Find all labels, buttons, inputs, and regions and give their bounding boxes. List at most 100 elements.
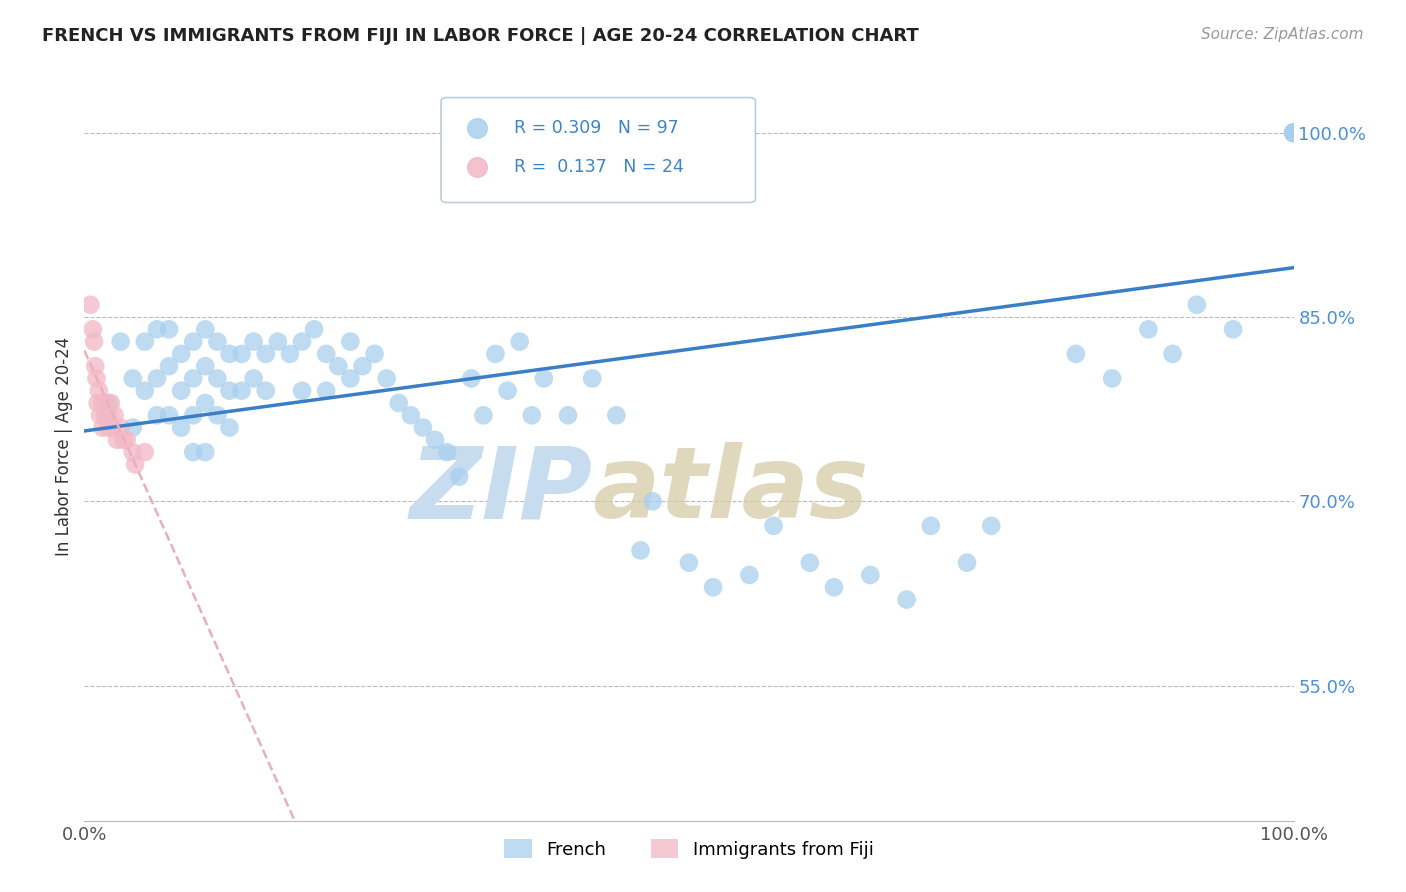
Point <box>146 409 169 423</box>
Point <box>1282 126 1305 140</box>
Point <box>94 409 117 423</box>
Point <box>352 359 374 373</box>
Point <box>423 433 446 447</box>
Point <box>124 458 146 472</box>
Point <box>449 469 471 483</box>
Point <box>134 334 156 349</box>
Point <box>254 347 277 361</box>
Point <box>83 334 105 349</box>
Point <box>146 322 169 336</box>
Point <box>896 592 918 607</box>
Point <box>399 409 422 423</box>
Point <box>267 334 290 349</box>
Point <box>436 445 458 459</box>
Point <box>956 556 979 570</box>
Point <box>1282 126 1305 140</box>
Point <box>678 556 700 570</box>
Point <box>231 347 253 361</box>
Point <box>1282 126 1305 140</box>
Point <box>112 433 135 447</box>
Point <box>121 420 143 434</box>
Point <box>218 347 240 361</box>
Point <box>231 384 253 398</box>
Point <box>87 384 110 398</box>
Point <box>1101 371 1123 385</box>
Point <box>412 420 434 434</box>
Point <box>181 409 204 423</box>
Point <box>1282 126 1305 140</box>
Point <box>242 371 264 385</box>
Point <box>170 384 193 398</box>
Point <box>254 384 277 398</box>
Point <box>157 322 180 336</box>
Point <box>496 384 519 398</box>
Point <box>920 519 942 533</box>
Point <box>157 409 180 423</box>
Point <box>605 409 627 423</box>
Point <box>105 433 128 447</box>
Text: FRENCH VS IMMIGRANTS FROM FIJI IN LABOR FORCE | AGE 20-24 CORRELATION CHART: FRENCH VS IMMIGRANTS FROM FIJI IN LABOR … <box>42 27 920 45</box>
Point <box>557 409 579 423</box>
Point <box>181 371 204 385</box>
FancyBboxPatch shape <box>441 97 755 202</box>
Point <box>375 371 398 385</box>
Point <box>82 322 104 336</box>
Point <box>630 543 652 558</box>
Point <box>1282 126 1305 140</box>
Point <box>859 568 882 582</box>
Point <box>101 420 124 434</box>
Point <box>328 359 350 373</box>
Point <box>1282 126 1305 140</box>
Point <box>104 409 127 423</box>
Point <box>194 322 217 336</box>
Point <box>509 334 531 349</box>
Point <box>94 396 117 410</box>
Point <box>641 494 664 508</box>
Point <box>121 445 143 459</box>
Point <box>460 371 482 385</box>
Point <box>472 409 495 423</box>
Point <box>79 298 101 312</box>
Point <box>146 371 169 385</box>
Text: atlas: atlas <box>592 442 869 540</box>
Point <box>84 359 107 373</box>
Text: Source: ZipAtlas.com: Source: ZipAtlas.com <box>1201 27 1364 42</box>
Text: ZIP: ZIP <box>409 442 592 540</box>
Y-axis label: In Labor Force | Age 20-24: In Labor Force | Age 20-24 <box>55 336 73 556</box>
Point <box>89 409 111 423</box>
Point <box>467 218 489 232</box>
Point <box>363 347 385 361</box>
Point <box>134 445 156 459</box>
Point <box>91 396 114 410</box>
Point <box>134 384 156 398</box>
Point <box>97 409 120 423</box>
Point <box>388 396 411 410</box>
Point <box>181 445 204 459</box>
Point <box>194 445 217 459</box>
Point <box>91 420 114 434</box>
Point <box>1282 126 1305 140</box>
Point <box>1064 347 1087 361</box>
Point <box>315 384 337 398</box>
Point <box>278 347 301 361</box>
Point <box>315 347 337 361</box>
Point <box>1282 126 1305 140</box>
Point <box>218 420 240 434</box>
Point <box>194 359 217 373</box>
Point <box>115 433 138 447</box>
Point <box>339 334 361 349</box>
Point <box>242 334 264 349</box>
Point <box>762 519 785 533</box>
Point <box>86 396 108 410</box>
Point <box>1185 298 1208 312</box>
Point <box>291 384 314 398</box>
Point <box>1282 126 1305 140</box>
Point <box>1282 126 1305 140</box>
Point <box>799 556 821 570</box>
Point <box>170 347 193 361</box>
Point <box>110 420 132 434</box>
Point <box>738 568 761 582</box>
Point <box>1282 126 1305 140</box>
Point <box>110 334 132 349</box>
Point <box>97 396 120 410</box>
